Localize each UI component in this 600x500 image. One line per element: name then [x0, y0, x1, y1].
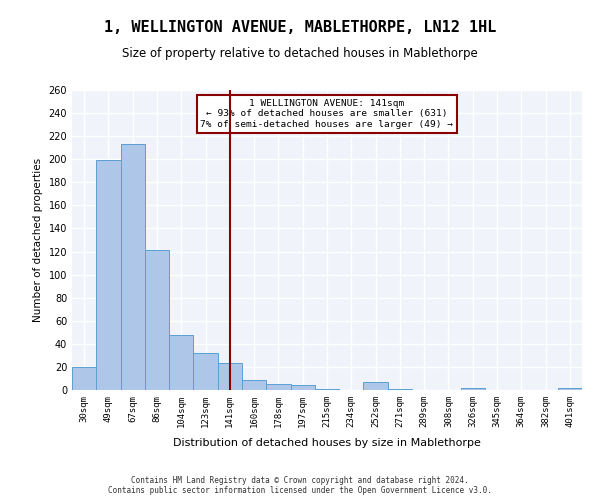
Bar: [72, 367, 96, 390]
Bar: [461, 388, 485, 390]
Bar: [169, 334, 193, 390]
Bar: [558, 388, 582, 390]
Bar: [121, 144, 145, 390]
Y-axis label: Number of detached properties: Number of detached properties: [33, 158, 43, 322]
Text: 1, WELLINGTON AVENUE, MABLETHORPE, LN12 1HL: 1, WELLINGTON AVENUE, MABLETHORPE, LN12 …: [104, 20, 496, 35]
Bar: [315, 389, 339, 390]
Text: 1 WELLINGTON AVENUE: 141sqm
← 93% of detached houses are smaller (631)
7% of sem: 1 WELLINGTON AVENUE: 141sqm ← 93% of det…: [200, 99, 454, 129]
Bar: [242, 380, 266, 390]
Bar: [364, 382, 388, 390]
Bar: [218, 364, 242, 390]
Text: Contains HM Land Registry data © Crown copyright and database right 2024.
Contai: Contains HM Land Registry data © Crown c…: [108, 476, 492, 495]
Bar: [193, 353, 218, 390]
X-axis label: Distribution of detached houses by size in Mablethorpe: Distribution of detached houses by size …: [173, 438, 481, 448]
Bar: [145, 250, 169, 390]
Bar: [290, 386, 315, 390]
Bar: [388, 389, 412, 390]
Bar: [96, 160, 121, 390]
Text: Size of property relative to detached houses in Mablethorpe: Size of property relative to detached ho…: [122, 48, 478, 60]
Bar: [266, 384, 290, 390]
